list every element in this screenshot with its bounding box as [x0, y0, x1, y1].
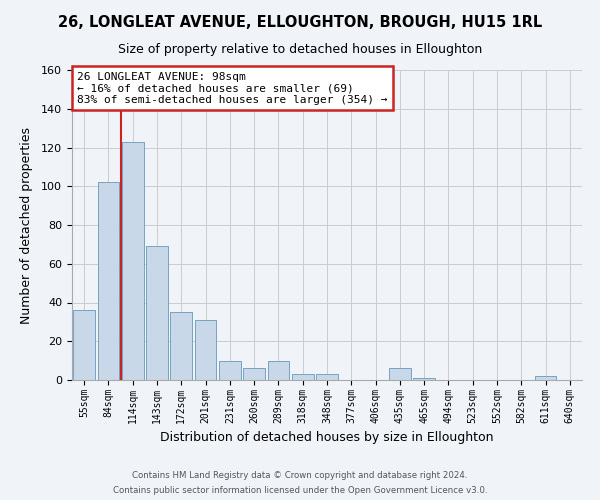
Bar: [243, 368, 265, 380]
Bar: [73, 310, 95, 380]
Bar: [268, 360, 289, 380]
X-axis label: Distribution of detached houses by size in Elloughton: Distribution of detached houses by size …: [160, 431, 494, 444]
Bar: [292, 374, 314, 380]
Bar: [535, 376, 556, 380]
Y-axis label: Number of detached properties: Number of detached properties: [20, 126, 33, 324]
Bar: [146, 246, 168, 380]
Text: 26 LONGLEAT AVENUE: 98sqm
← 16% of detached houses are smaller (69)
83% of semi-: 26 LONGLEAT AVENUE: 98sqm ← 16% of detac…: [77, 72, 388, 105]
Bar: [170, 312, 192, 380]
Bar: [122, 142, 143, 380]
Bar: [389, 368, 411, 380]
Text: 26, LONGLEAT AVENUE, ELLOUGHTON, BROUGH, HU15 1RL: 26, LONGLEAT AVENUE, ELLOUGHTON, BROUGH,…: [58, 15, 542, 30]
Bar: [97, 182, 119, 380]
Text: Contains public sector information licensed under the Open Government Licence v3: Contains public sector information licen…: [113, 486, 487, 495]
Text: Contains HM Land Registry data © Crown copyright and database right 2024.: Contains HM Land Registry data © Crown c…: [132, 471, 468, 480]
Bar: [316, 374, 338, 380]
Bar: [219, 360, 241, 380]
Bar: [194, 320, 217, 380]
Text: Size of property relative to detached houses in Elloughton: Size of property relative to detached ho…: [118, 42, 482, 56]
Bar: [413, 378, 435, 380]
